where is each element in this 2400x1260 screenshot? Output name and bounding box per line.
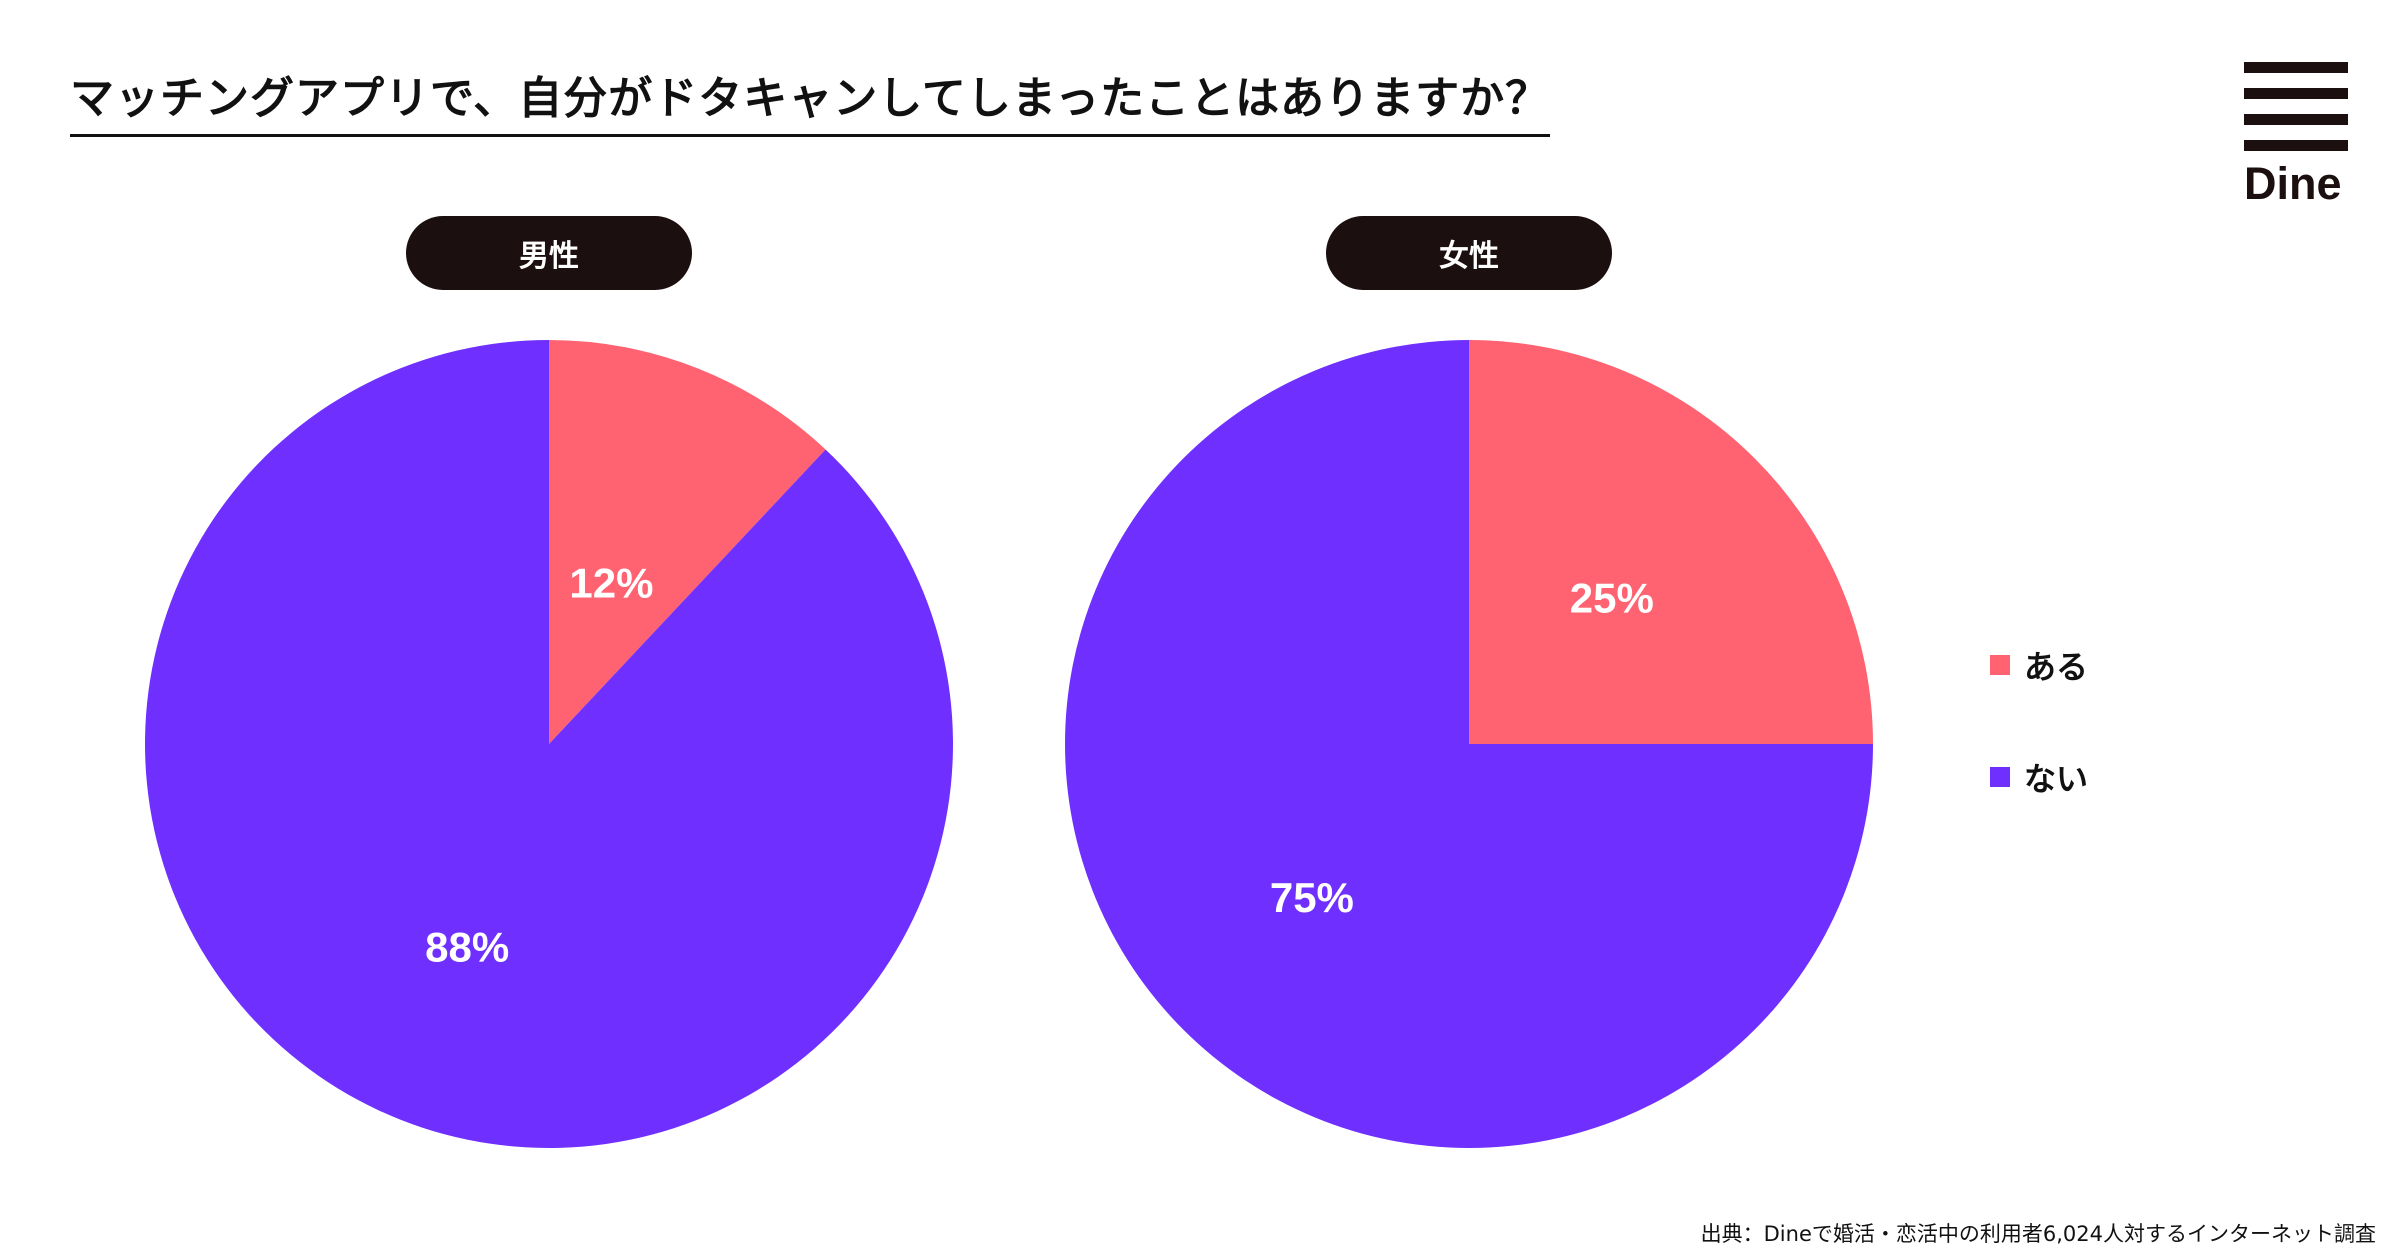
legend-swatch-no (1990, 767, 2010, 787)
logo-bar (2244, 140, 2348, 151)
source-note: 出典：Dineで婚活・恋活中の利用者6,024人対するインターネット調査 (1700, 1222, 2376, 1246)
female-slice-yes (1469, 340, 1873, 744)
logo-bar (2244, 114, 2348, 125)
male-chart-title: 男性 (406, 216, 692, 290)
male-label-no: 88% (425, 924, 509, 971)
female-slice-no (1065, 340, 1873, 1148)
male-label-yes: 12% (569, 559, 653, 606)
page-title: マッチングアプリで、自分がドタキャンしてしまったことはありますか？ (70, 62, 1551, 137)
logo-bar (2244, 88, 2348, 99)
legend-swatch-yes (1990, 655, 2010, 675)
male-slice-no (145, 340, 954, 1149)
legend-label-no: ない (2024, 760, 2089, 798)
female-chart-title: 女性 (1326, 216, 1612, 290)
legend-item-yes: ある (1990, 642, 2088, 688)
legend-item-no: ない (1990, 754, 2088, 800)
logo-bar (2244, 62, 2348, 73)
legend-label-yes: ある (2024, 648, 2089, 686)
male-slice-yes (549, 340, 826, 744)
female-label-yes: 25% (1570, 574, 1654, 621)
female-label-no: 75% (1270, 874, 1354, 921)
logo-wordmark: Dine (2244, 158, 2342, 209)
